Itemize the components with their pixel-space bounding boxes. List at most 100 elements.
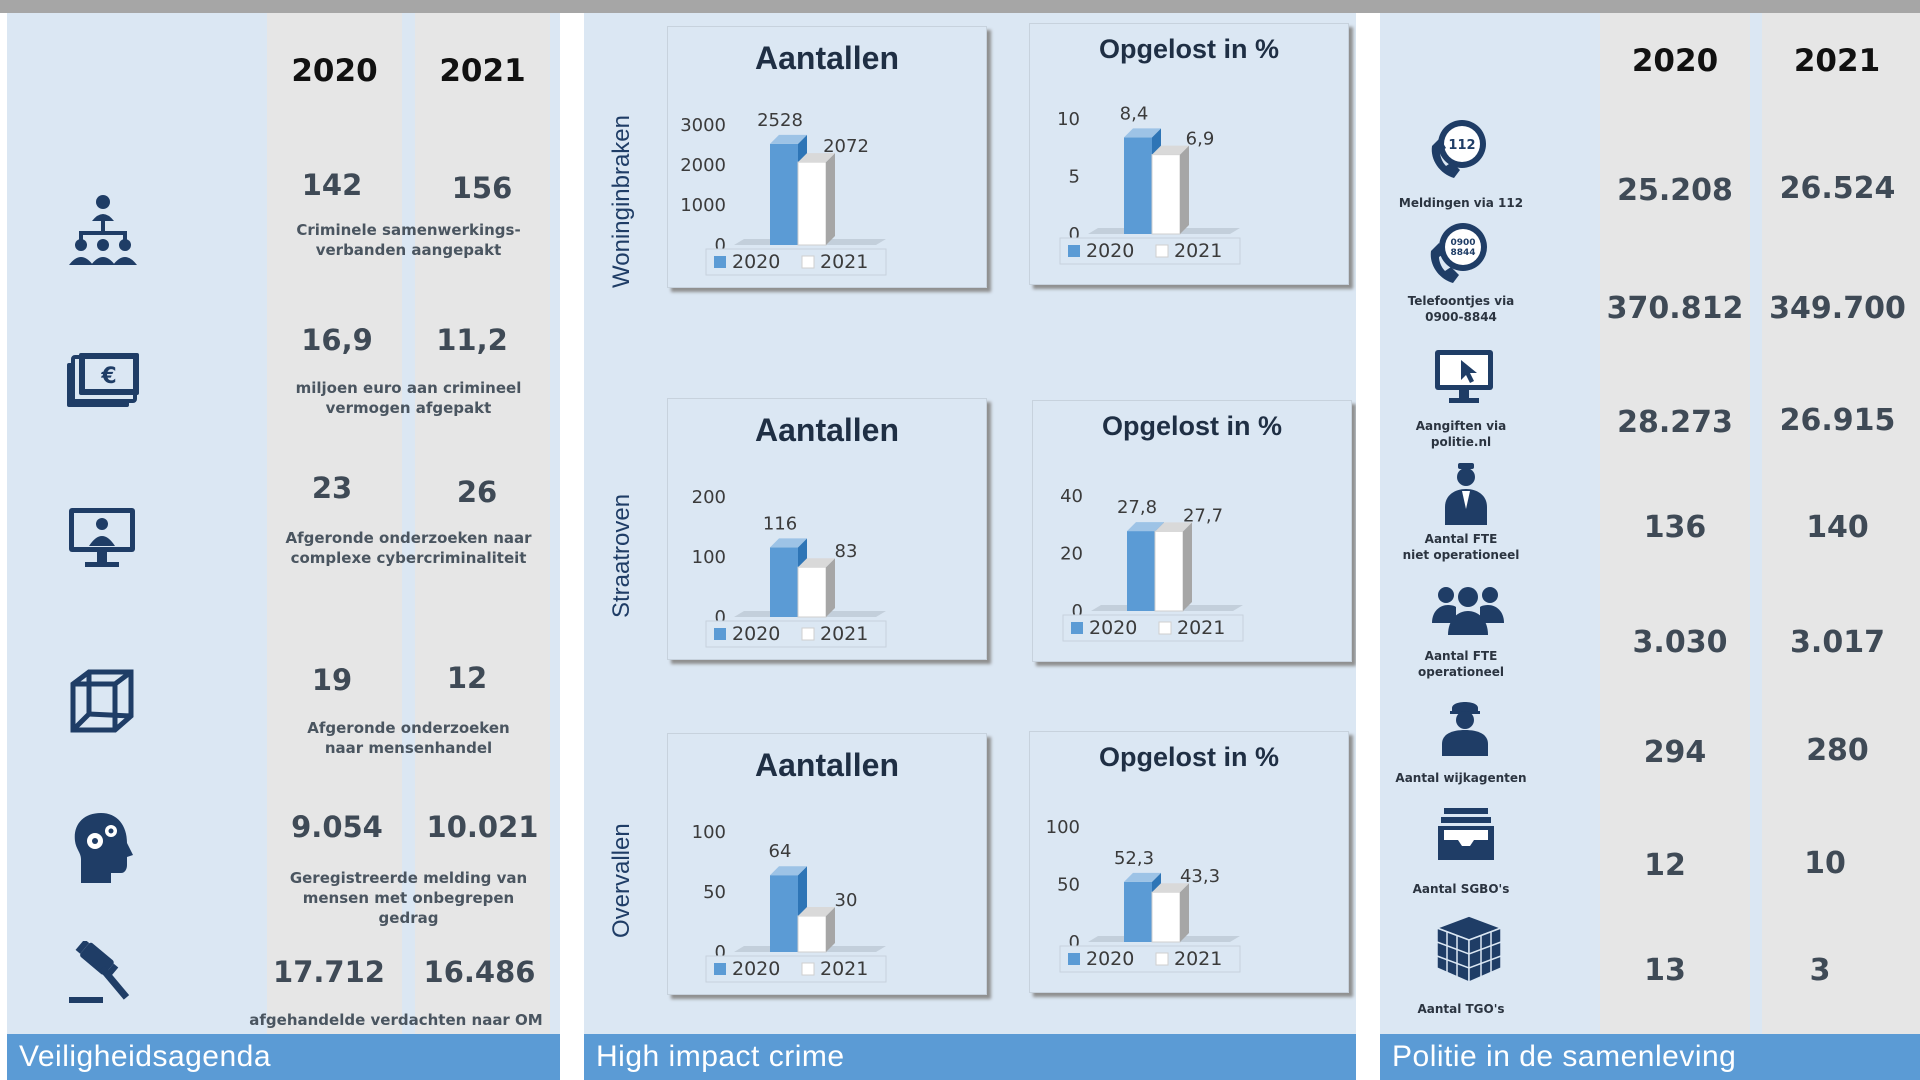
bar-2021 <box>797 558 835 618</box>
chart-title: Opgelost in % <box>1099 34 1279 64</box>
row-label-straatroven: Straatroven <box>608 493 635 618</box>
bar-2021 <box>797 907 835 953</box>
data-label: 52,3 <box>1114 848 1154 869</box>
y-tick-label: 0 <box>1069 932 1080 953</box>
chart-legend: 2020 2021 <box>1059 945 1241 973</box>
y-tick-label: 2000 <box>680 155 726 176</box>
chart-legend: 2020 2021 <box>1059 237 1241 265</box>
y-tick-label: 0 <box>715 235 726 256</box>
chart-woninginbraken-aantallen: Aantallen 0 1000 2000 3000 2528 2072 2020 2021 <box>667 26 987 288</box>
officer-icon <box>1443 463 1489 525</box>
bar-front <box>1124 137 1152 234</box>
chart-legend: 2020 2021 <box>705 620 887 648</box>
label-meldingen-112: Meldingen via 112 <box>1398 196 1524 210</box>
bar-top <box>1124 872 1161 882</box>
bar-side <box>1180 145 1189 234</box>
bar-top <box>1152 145 1189 155</box>
cube-stack-icon <box>1435 916 1503 982</box>
team-icon <box>1432 583 1504 635</box>
head-gears-icon <box>73 813 133 883</box>
bar-2021 <box>797 153 835 246</box>
value-2020: 16,9 <box>301 323 373 357</box>
bar-2020 <box>1124 128 1161 234</box>
value-2020: 23 <box>311 471 353 505</box>
euro-banknotes-icon: € <box>67 353 139 409</box>
chart-title: Aantallen <box>755 40 899 76</box>
legend-label: 2020 <box>1086 240 1134 262</box>
bar-front <box>797 566 827 618</box>
data-label: 30 <box>835 890 858 911</box>
description: Geregistreerde melding van mensen met on… <box>289 869 528 927</box>
legend-label: 2020 <box>732 251 780 273</box>
chart-straatroven-opgelost: Opgelost in % 0 20 40 27,8 27,7 2020 2021 <box>1032 400 1352 662</box>
judge-gavel-icon <box>69 941 137 1005</box>
y-tick-label: 40 <box>1060 486 1083 507</box>
legend-box <box>705 955 887 983</box>
chart-title: Aantallen <box>755 412 899 448</box>
data-label: 8,4 <box>1120 103 1149 124</box>
label-tgos: Aantal TGO's <box>1417 1002 1505 1016</box>
bar-side <box>826 558 835 617</box>
value-2021: 3 <box>1809 953 1831 988</box>
column-2021 <box>415 13 550 1034</box>
veiligheidsagenda-panel: 2020 2021 142 156 Criminele samenwerking… <box>7 13 560 1080</box>
label-sgbos: Aantal SGBO's <box>1412 882 1510 896</box>
chart-legend: 2020 2021 <box>705 248 887 276</box>
value-2020: 3.030 <box>1632 625 1728 660</box>
bar-2021 <box>1151 883 1189 943</box>
label-wijkagenten: Aantal wijkagenten <box>1395 771 1527 785</box>
legend-label: 2021 <box>1174 948 1222 970</box>
chart-svg: Aantallen 0 100 200 116 83 2020 2021 <box>692 412 899 648</box>
year-header-2020: 2020 <box>1631 43 1719 79</box>
year-header-2020: 2020 <box>291 53 378 89</box>
agent-icon <box>1440 698 1490 756</box>
legend-label: 2020 <box>1086 948 1134 970</box>
legend-swatch-2020 <box>714 963 726 975</box>
phone-112-icon: 112 <box>1430 116 1490 180</box>
data-label: 64 <box>769 841 792 862</box>
bar-top <box>1152 883 1189 893</box>
top-bar <box>0 0 1920 13</box>
value-2020: 28.273 <box>1617 405 1733 440</box>
legend-swatch-2020 <box>1068 245 1080 257</box>
data-label: 2528 <box>757 110 803 131</box>
legend-swatch-2021 <box>1155 952 1169 966</box>
bar-front <box>1151 891 1181 943</box>
column-2020 <box>267 13 402 1034</box>
data-label: 2072 <box>823 136 869 157</box>
bar-top <box>798 558 835 568</box>
value-2020: 142 <box>301 168 363 202</box>
y-tick-label: 0 <box>1069 224 1080 245</box>
value-2020: 13 <box>1644 953 1686 988</box>
bar-top <box>1155 522 1192 532</box>
inbox-tray-icon <box>1438 808 1494 860</box>
legend-label: 2020 <box>1089 617 1137 639</box>
y-tick-label: 0 <box>715 942 726 963</box>
politie-footer: Politie in de samenleving <box>1380 1034 1920 1080</box>
bar-front <box>1151 154 1181 235</box>
chart-svg: Aantallen 0 50 100 64 30 2020 2021 <box>692 747 899 983</box>
value-2020: 25.208 <box>1617 173 1733 208</box>
chart-title: Opgelost in % <box>1099 742 1279 772</box>
y-tick-label: 100 <box>692 822 726 843</box>
bar-front <box>770 547 798 617</box>
value-2021: 26 <box>456 475 498 509</box>
legend-swatch-2020 <box>714 628 726 640</box>
legend-swatch-2020 <box>1071 622 1083 634</box>
bar-top <box>798 907 835 916</box>
bar-side <box>1183 522 1192 611</box>
label-aangiften-politie-nl: Aangiften via politie.nl <box>1415 419 1507 449</box>
chart-svg: Aantallen 0 1000 2000 3000 2528 2072 2020 2021 <box>680 40 899 276</box>
column-2021 <box>1762 13 1920 1034</box>
bar-front <box>1127 531 1155 611</box>
svg-text:112: 112 <box>1448 138 1475 153</box>
value-2021: 156 <box>451 171 513 205</box>
bar-top <box>770 134 807 144</box>
chart-legend: 2020 2021 <box>705 955 887 983</box>
y-tick-label: 50 <box>1057 875 1080 896</box>
svg-text:€: € <box>100 364 116 389</box>
bar-2021 <box>1154 522 1192 612</box>
description: Criminele samenwerkings- verbanden aange… <box>296 221 521 259</box>
chart-woninginbraken-opgelost: Opgelost in % 0 5 10 8,4 6,9 2020 2021 <box>1029 23 1349 285</box>
svg-text:8844: 8844 <box>1450 248 1475 258</box>
